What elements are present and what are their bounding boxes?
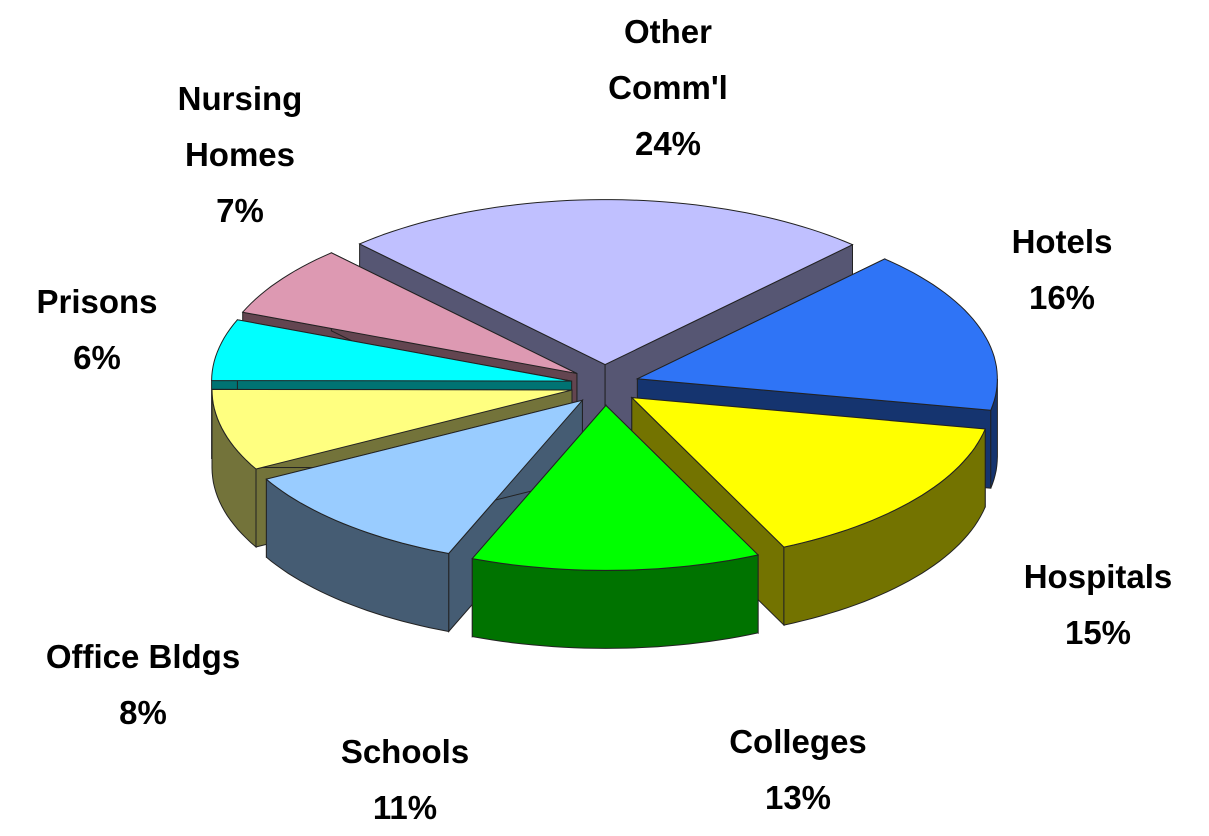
slice-top xyxy=(211,388,573,470)
percent-label: 16% xyxy=(1028,279,1096,316)
slice-top xyxy=(358,199,854,366)
slice-top xyxy=(635,258,998,411)
percent-label: 6% xyxy=(73,339,121,376)
category-name: Nursing Homes xyxy=(177,80,303,173)
percent-label: 7% xyxy=(216,192,264,229)
slice-top xyxy=(265,399,584,555)
slice-label: Hospitals 15% xyxy=(1024,549,1173,661)
percent-label: 11% xyxy=(372,789,438,826)
category-name: Office Bldgs xyxy=(45,638,241,675)
percent-label: 8% xyxy=(119,694,167,731)
slice-label: Colleges 13% xyxy=(729,714,867,826)
slice-top xyxy=(241,252,578,374)
slice-label: Office Bldgs 8% xyxy=(46,629,240,741)
slice-label: Other Comm'l 24% xyxy=(593,4,743,172)
category-name: Other Comm'l xyxy=(608,13,728,106)
category-name: Colleges xyxy=(729,723,867,760)
slice xyxy=(471,404,760,649)
slice-top xyxy=(630,396,986,548)
slice-top xyxy=(471,404,760,571)
category-name: Prisons xyxy=(36,283,158,320)
slice-label: Nursing Homes 7% xyxy=(155,71,325,239)
slice-top xyxy=(211,319,572,382)
slice-label: Hotels 16% xyxy=(1012,214,1113,326)
percent-label: 15% xyxy=(1064,614,1132,651)
percent-label: 24% xyxy=(634,125,702,162)
percent-label: 13% xyxy=(764,779,832,816)
category-name: Schools xyxy=(340,733,470,770)
slice-label: Prisons 6% xyxy=(36,274,157,386)
slice-label: Schools 11% xyxy=(341,724,469,836)
category-name: Hotels xyxy=(1011,223,1113,260)
category-name: Hospitals xyxy=(1023,558,1173,595)
